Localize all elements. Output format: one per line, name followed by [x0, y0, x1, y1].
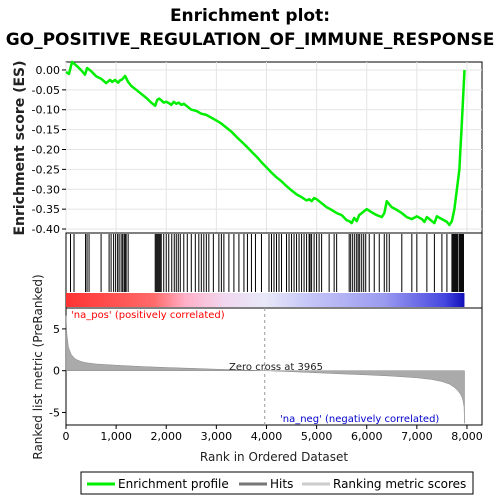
legend: Enrichment profile Hits Ranking metric s… — [80, 471, 474, 495]
x-tick-label: 0 — [63, 430, 70, 443]
enrichment-plot-frame — [65, 61, 483, 234]
enrichment-y-tick-label: -0.35 — [32, 203, 60, 216]
x-axis-label: Rank in Ordered Dataset — [200, 450, 348, 464]
enrichment-y-tick-label: 0.00 — [36, 64, 61, 77]
x-tick-label: 3,000 — [201, 430, 233, 443]
x-tick-label: 5,000 — [301, 430, 333, 443]
ranking-color-bar — [66, 293, 465, 307]
chart-title-line1: Enrichment plot: — [170, 6, 330, 26]
enrichment-y-tick-label: -0.30 — [32, 183, 60, 196]
enrichment-profile-line — [65, 60, 466, 227]
enrichment-gridlines — [65, 62, 482, 233]
enrichment-y-ticks: 0.00 -0.05 -0.10 -0.15 -0.20 -0.25 -0.30 -0.35 -… — [32, 64, 66, 236]
metric-panel: 50-5 0 1,000 2,000 3,000 4,000 5,000 6,000 7,00… — [31, 274, 483, 464]
enrichment-panel: 0.00 -0.05 -0.10 -0.15 -0.20 -0.25 -0.30 -0.35 -… — [12, 60, 483, 236]
enrichment-y-tick-label: -0.25 — [32, 163, 60, 176]
metric-y-tick-label: 0 — [53, 365, 60, 378]
x-tick-label: 7,000 — [401, 430, 433, 443]
negative-correlation-label: 'na_neg' (negatively correlated) — [280, 414, 439, 425]
x-tick-label: 8,000 — [451, 430, 483, 443]
ranking-metric-area — [65, 315, 465, 424]
metric-y-tick-label: -5 — [49, 406, 60, 419]
x-tick-label: 6,000 — [351, 430, 383, 443]
enrichment-y-tick-label: -0.15 — [32, 124, 60, 137]
metric-y-axis-label: Ranked list metric (PreRanked) — [31, 274, 45, 459]
x-tick-label: 2,000 — [150, 430, 182, 443]
x-tick-label: 4,000 — [251, 430, 283, 443]
enrichment-y-axis-label: Enrichment score (ES) — [12, 60, 28, 235]
hit-markers — [70, 234, 464, 292]
enrichment-y-tick-label: -0.20 — [32, 143, 60, 156]
legend-hits-label: Hits — [270, 477, 293, 491]
hits-panel — [65, 232, 483, 309]
metric-y-tick-label: 5 — [53, 323, 60, 336]
chart-title-line2: GO_POSITIVE_REGULATION_OF_IMMUNE_RESPONS… — [6, 30, 495, 50]
zero-cross-label: Zero cross at 3965 — [229, 362, 323, 373]
legend-enrichment-label: Enrichment profile — [118, 477, 229, 491]
positive-correlation-label: 'na_pos' (positively correlated) — [71, 310, 225, 321]
enrichment-y-tick-label: -0.05 — [32, 84, 60, 97]
legend-box — [80, 471, 474, 495]
enrichment-y-tick-label: -0.40 — [32, 223, 60, 236]
metric-x-ticks: 0 1,000 2,000 3,000 4,000 5,000 6,000 7,000 8,00… — [63, 425, 483, 443]
x-tick-label: 1,000 — [100, 430, 132, 443]
enrichment-y-tick-label: -0.10 — [32, 104, 60, 117]
legend-metric-label: Ranking metric scores — [333, 477, 466, 491]
metric-y-ticks: 5 0 -5 — [49, 323, 66, 419]
